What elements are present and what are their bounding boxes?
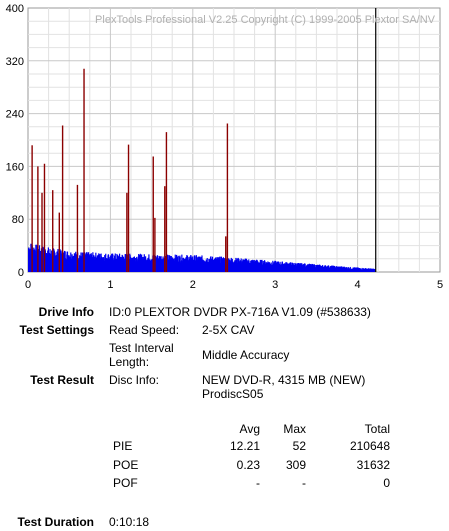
results-row-poe-avg: 0.23 [236,458,260,472]
y-tick-label: 240 [6,109,24,121]
test-duration-label: Test Duration [17,515,94,529]
poe-spikes [31,68,229,272]
y-tick-labels: 0 80 160 240 320 400 [6,3,24,279]
test-interval-label-line2: Length: [109,355,150,369]
chart-title: PlexTools Professional V2.25 Copyright (… [95,14,436,26]
y-tick-label: 160 [6,161,24,173]
results-row-pie-total: 210648 [349,439,390,453]
results-header-max: Max [283,422,306,436]
results-header-avg: Avg [239,422,260,436]
x-tick-label: 1 [107,279,113,291]
y-tick-label: 400 [6,3,24,15]
disc-info-label: Disc Info: [109,373,160,387]
test-duration-value: 0:10:18 [109,515,150,529]
x-tick-labels: 0 1 2 3 4 5 [25,279,443,291]
results-row-poe-total: 31632 [356,458,390,472]
results-row-pie-name: PIE [113,439,133,453]
x-tick-label: 3 [272,279,278,291]
results-row-pie-avg: 12.21 [229,439,260,453]
x-tick-label: 0 [25,279,31,291]
results-header-total: Total [364,422,390,436]
y-tick-label: 0 [18,267,24,279]
drive-info-label: Drive Info [38,305,94,319]
drive-info-value: ID:0 PLEXTOR DVDR PX-716A V1.09 (#538633… [109,305,371,319]
pie-poe-chart: 0 80 160 240 320 400 0 1 2 3 4 5 PlexTools Profess… [6,3,443,291]
results-row-poe-name: POE [113,458,139,472]
disc-info-value-line2: ProdiscS05 [202,387,264,401]
test-interval-value: Middle Accuracy [202,348,290,362]
test-interval-label: Test Interval [109,341,174,355]
test-result-label: Test Result [30,373,94,387]
grid-lines [28,8,440,272]
results-row-pof-avg: - [256,476,260,490]
results-row-poe-max: 309 [285,458,306,472]
results-row-pof-total: 0 [383,476,390,490]
x-tick-label: 2 [190,279,196,291]
disc-info-value: NEW DVD-R, 4315 MB (NEW) [202,373,366,387]
pie-bar [374,268,376,272]
x-tick-label: 5 [437,279,443,291]
test-settings-label: Test Settings [19,323,94,337]
read-speed-value: 2-5X CAV [202,323,255,337]
results-row-pie-max: 52 [292,439,306,453]
pie-bars [28,243,376,272]
read-speed-label: Read Speed: [109,323,180,337]
results-row-pof-max: - [302,476,306,490]
x-tick-label: 4 [355,279,361,291]
y-tick-label: 80 [12,214,24,226]
results-row-pof-name: POF [113,476,138,490]
y-tick-label: 320 [6,56,24,68]
